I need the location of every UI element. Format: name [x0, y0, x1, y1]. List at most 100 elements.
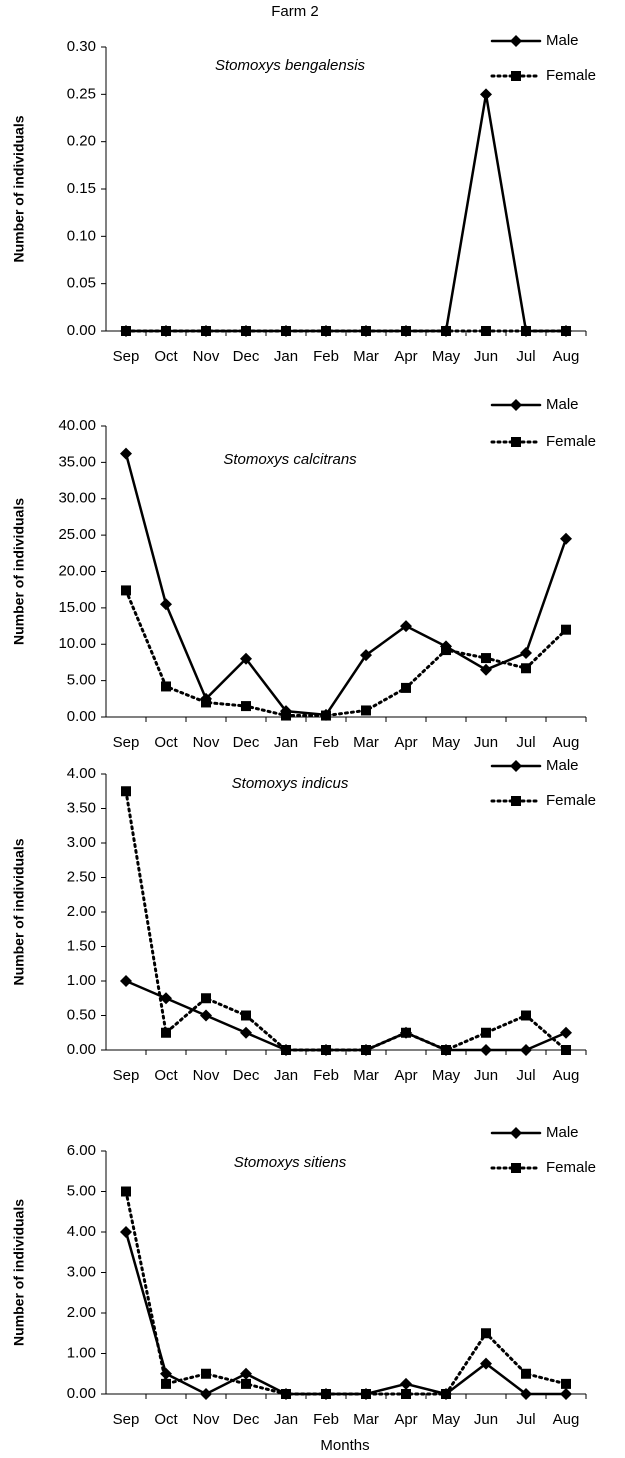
x-tick-label: Dec: [233, 1411, 260, 1428]
y-tick-label: 1.00: [67, 1344, 96, 1361]
legend-label: Female: [546, 67, 596, 84]
data-point: [441, 1389, 451, 1399]
data-point: [481, 1027, 491, 1038]
x-tick-label: Feb: [313, 1067, 339, 1084]
data-point: [281, 710, 291, 721]
x-tick-label: Feb: [313, 1411, 339, 1428]
data-point: [200, 1009, 212, 1022]
y-axis-label: Number of individuals: [11, 838, 27, 985]
data-point: [560, 1026, 572, 1039]
y-tick-label: 1.00: [67, 972, 96, 989]
data-point: [560, 1388, 572, 1400]
legend-label: Female: [546, 792, 596, 809]
data-point: [201, 1368, 211, 1379]
y-tick-label: 0.50: [67, 1006, 96, 1023]
series-line: [124, 452, 568, 717]
data-point: [480, 1357, 492, 1370]
x-tick-label: Oct: [154, 1067, 178, 1084]
y-tick-label: 0.00: [67, 322, 96, 339]
y-axis-label: Number of individuals: [11, 498, 27, 645]
data-point: [361, 1045, 371, 1055]
y-tick-label: 0.25: [67, 85, 96, 102]
data-point: [401, 682, 411, 693]
y-tick-label: 5.00: [67, 1182, 96, 1199]
data-point: [520, 1388, 532, 1400]
data-point: [481, 326, 491, 336]
series-line: [124, 1190, 568, 1396]
data-point: [281, 326, 291, 336]
x-tick-label: Jun: [474, 1411, 498, 1428]
x-tick-label: Apr: [394, 1411, 417, 1428]
data-point: [321, 326, 331, 336]
y-tick-label: 20.00: [58, 562, 96, 579]
data-point: [160, 992, 172, 1005]
x-tick-label: May: [432, 348, 461, 365]
legend-marker: [510, 1127, 522, 1139]
data-point: [441, 326, 451, 336]
x-tick-label: Oct: [154, 1411, 178, 1428]
data-point: [401, 1389, 411, 1399]
x-tick-label: Mar: [353, 348, 379, 365]
legend-marker: [510, 35, 522, 47]
data-point: [240, 652, 252, 665]
y-tick-label: 30.00: [58, 490, 96, 507]
x-tick-label: Oct: [154, 734, 178, 751]
y-tick-label: 1.50: [67, 937, 96, 954]
y-tick-label: 3.50: [67, 799, 96, 816]
y-tick-label: 0.10: [67, 227, 96, 244]
data-point: [241, 701, 251, 712]
x-tick-label: Mar: [353, 1411, 379, 1428]
x-tick-label: Jan: [274, 734, 298, 751]
y-tick-label: 0.00: [67, 708, 96, 725]
data-point: [161, 326, 171, 336]
chart-title: Stomoxys indicus: [232, 775, 349, 792]
y-tick-label: 25.00: [58, 526, 96, 543]
data-point: [481, 653, 491, 664]
x-tick-label: Aug: [553, 348, 580, 365]
y-tick-label: 0.05: [67, 275, 96, 292]
data-point: [281, 1045, 291, 1055]
series-line: [124, 979, 568, 1052]
data-point: [401, 326, 411, 336]
data-point: [201, 697, 211, 708]
data-point: [161, 1027, 171, 1038]
x-tick-label: Feb: [313, 734, 339, 751]
legend-label: Male: [546, 757, 579, 774]
x-tick-label: Dec: [233, 348, 260, 365]
legend-label: Male: [546, 32, 579, 49]
x-tick-label: Sep: [113, 348, 140, 365]
data-point: [161, 1378, 171, 1389]
x-tick-label: Jun: [474, 348, 498, 365]
data-point: [241, 1378, 251, 1389]
data-point: [201, 993, 211, 1004]
data-point: [361, 1389, 371, 1399]
data-point: [160, 598, 172, 611]
data-point: [521, 1010, 531, 1021]
y-tick-label: 35.00: [58, 453, 96, 470]
data-point: [520, 1044, 532, 1056]
x-tick-label: Jan: [274, 1067, 298, 1084]
x-tick-label: Sep: [113, 734, 140, 751]
x-tick-label: Dec: [233, 734, 260, 751]
series-line: [124, 588, 568, 718]
x-tick-label: May: [432, 734, 461, 751]
data-point: [361, 705, 371, 716]
data-point: [121, 786, 131, 797]
x-tick-label: Apr: [394, 1067, 417, 1084]
y-tick-label: 4.00: [67, 765, 96, 782]
data-point: [561, 1045, 571, 1055]
legend-label: Male: [546, 396, 579, 413]
x-tick-label: Jul: [516, 1411, 535, 1428]
y-tick-label: 15.00: [58, 599, 96, 616]
data-point: [321, 1389, 331, 1399]
y-tick-label: 3.00: [67, 1263, 96, 1280]
data-point: [161, 681, 171, 692]
y-axis-label: Number of individuals: [11, 1199, 27, 1346]
y-tick-label: 5.00: [67, 672, 96, 689]
x-tick-label: Nov: [193, 348, 220, 365]
x-tick-label: Apr: [394, 348, 417, 365]
legend-marker: [511, 71, 521, 81]
x-tick-label: Feb: [313, 348, 339, 365]
data-point: [120, 447, 132, 460]
